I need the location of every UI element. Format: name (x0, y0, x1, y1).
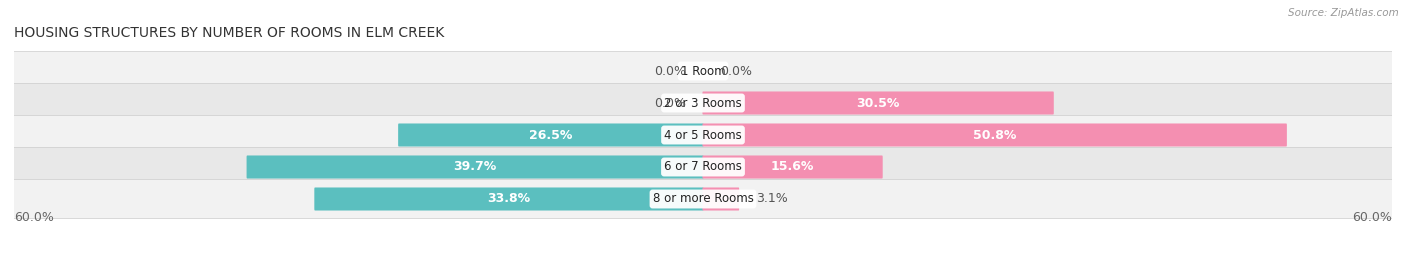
Text: 60.0%: 60.0% (14, 211, 53, 224)
Text: 8 or more Rooms: 8 or more Rooms (652, 193, 754, 205)
FancyBboxPatch shape (703, 92, 1053, 114)
Text: 39.7%: 39.7% (454, 160, 496, 174)
Text: 15.6%: 15.6% (770, 160, 814, 174)
FancyBboxPatch shape (703, 156, 883, 178)
Text: 6 or 7 Rooms: 6 or 7 Rooms (664, 160, 742, 174)
FancyBboxPatch shape (246, 156, 703, 178)
Text: 0.0%: 0.0% (654, 65, 686, 77)
Text: 50.8%: 50.8% (973, 129, 1017, 141)
Text: 33.8%: 33.8% (488, 193, 530, 205)
Text: 1 Room: 1 Room (681, 65, 725, 77)
Text: HOUSING STRUCTURES BY NUMBER OF ROOMS IN ELM CREEK: HOUSING STRUCTURES BY NUMBER OF ROOMS IN… (14, 26, 444, 40)
Text: 0.0%: 0.0% (720, 65, 752, 77)
Text: 0.0%: 0.0% (654, 96, 686, 110)
FancyBboxPatch shape (703, 123, 1286, 147)
FancyBboxPatch shape (0, 147, 1406, 187)
Text: 60.0%: 60.0% (1353, 211, 1392, 224)
Text: 3.1%: 3.1% (756, 193, 787, 205)
FancyBboxPatch shape (0, 180, 1406, 218)
FancyBboxPatch shape (0, 52, 1406, 90)
Text: Source: ZipAtlas.com: Source: ZipAtlas.com (1288, 8, 1399, 18)
FancyBboxPatch shape (703, 187, 740, 211)
Text: 4 or 5 Rooms: 4 or 5 Rooms (664, 129, 742, 141)
FancyBboxPatch shape (398, 123, 703, 147)
FancyBboxPatch shape (315, 187, 703, 211)
Text: 26.5%: 26.5% (529, 129, 572, 141)
Text: 2 or 3 Rooms: 2 or 3 Rooms (664, 96, 742, 110)
FancyBboxPatch shape (0, 83, 1406, 123)
Text: 30.5%: 30.5% (856, 96, 900, 110)
FancyBboxPatch shape (0, 116, 1406, 154)
